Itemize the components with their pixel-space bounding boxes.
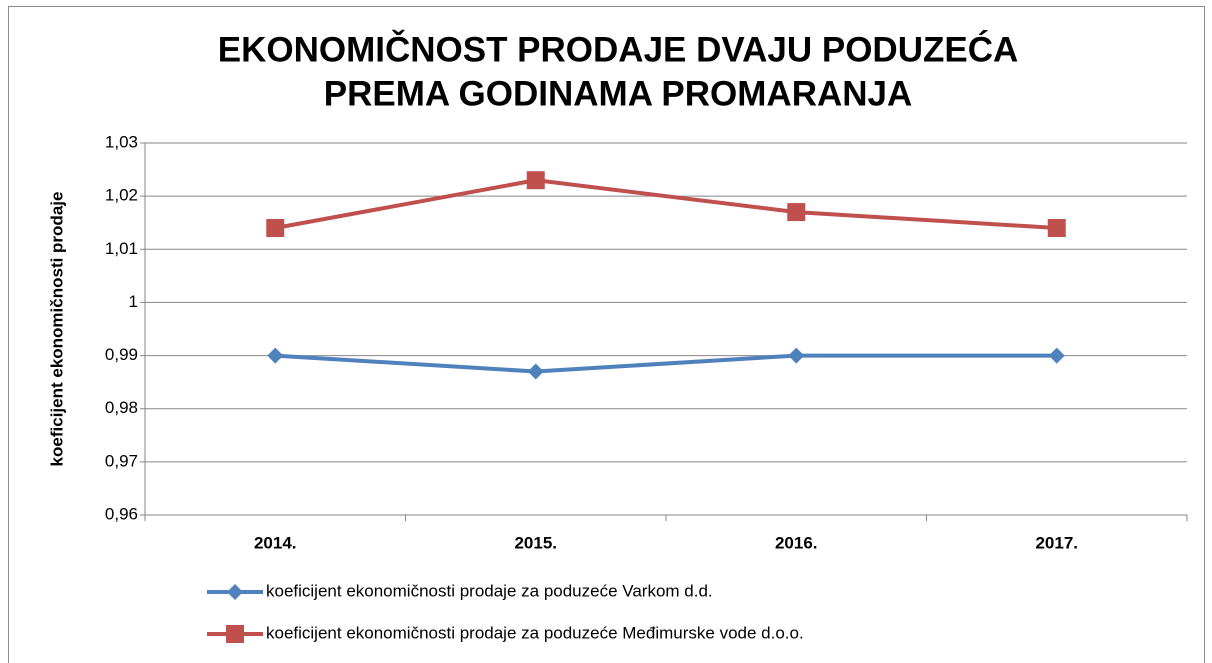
x-tick-label: 2014. <box>254 533 297 552</box>
y-tick-label: 1 <box>129 292 138 311</box>
legend-label: koeficijent ekonomičnosti prodaje za pod… <box>266 623 804 642</box>
y-tick-label: 0,99 <box>105 345 138 364</box>
data-point <box>527 363 544 380</box>
data-point <box>526 171 545 190</box>
data-point <box>266 219 285 238</box>
chart-title: EKONOMIČNOST PRODAJE DVAJU PODUZEĆA <box>218 29 1019 69</box>
y-tick-label: 1,02 <box>105 186 138 205</box>
data-point <box>1047 219 1066 238</box>
y-tick-label: 0,96 <box>105 504 138 523</box>
y-tick-label: 1,03 <box>105 132 138 151</box>
y-axis-label: koeficijent ekonomičnosti prodaje <box>47 192 66 467</box>
legend-label: koeficijent ekonomičnosti prodaje za pod… <box>266 581 713 600</box>
series-line <box>274 178 1057 231</box>
legend-marker <box>227 584 243 600</box>
chart-title: PREMA GODINAMA PROMARANJA <box>324 74 913 113</box>
y-tick-label: 1,01 <box>105 239 138 258</box>
data-point <box>788 347 805 364</box>
legend-marker <box>226 625 244 643</box>
data-point <box>1048 347 1065 364</box>
data-point <box>787 203 806 222</box>
x-tick-label: 2015. <box>514 533 557 552</box>
chart-border <box>8 6 1205 663</box>
y-tick-label: 0,97 <box>105 451 138 470</box>
data-point <box>267 347 284 364</box>
y-tick-label: 0,98 <box>105 398 138 417</box>
x-tick-label: 2016. <box>775 533 818 552</box>
series-line <box>275 353 1057 374</box>
x-tick-label: 2017. <box>1035 533 1078 552</box>
